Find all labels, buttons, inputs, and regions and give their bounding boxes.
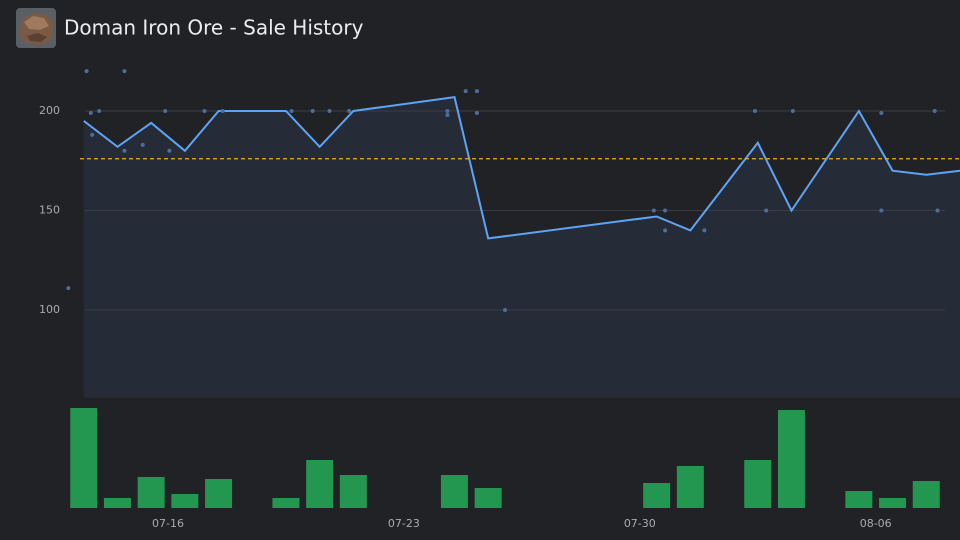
volume-bar [879,498,907,508]
sale-point [84,69,89,74]
x-tick-label: 08-06 [860,517,892,530]
sale-point [932,108,937,113]
sale-point [879,110,884,115]
volume-bar [676,466,704,508]
sale-point [88,110,93,115]
x-tick-label: 07-30 [624,517,656,530]
volume-bar [474,488,502,508]
volume-bar [777,410,805,508]
item-icon [16,8,56,48]
y-tick-label: 150 [39,204,60,217]
sale-point [202,108,207,113]
sale-point [167,148,172,153]
volume-bar [440,475,468,508]
volume-bar [306,460,334,508]
sale-point [445,112,450,117]
volume-bar [339,475,367,508]
sale-point [663,228,668,233]
sale-point [764,208,769,213]
volume-bar [103,498,131,508]
volume-bar [137,477,165,508]
sale-point [663,208,668,213]
sale-point [752,108,757,113]
volume-bar [744,460,772,508]
volume-bar [70,408,98,508]
volume-bar [272,498,300,508]
volume-bar [912,481,940,508]
sale-point [310,108,315,113]
sale-point [879,208,884,213]
sale-point [474,89,479,94]
sale-point [445,108,450,113]
sale-point [140,142,145,147]
sale-point [790,108,795,113]
y-tick-label: 200 [39,104,60,117]
volume-bar [171,494,199,508]
sale-point [220,108,225,113]
sale-point [327,108,332,113]
sale-point [463,89,468,94]
sale-point [122,69,127,74]
sale-point [935,208,940,213]
sale-point [122,148,127,153]
x-tick-label: 07-23 [388,517,420,530]
sale-point [474,110,479,115]
x-tick-label: 07-16 [152,517,184,530]
price-line [83,95,960,240]
sale-point [651,208,656,213]
volume-bar [205,479,233,508]
sale-point [97,108,102,113]
sale-point [702,228,707,233]
sale-point [163,108,168,113]
volume-bar [845,491,873,508]
sale-point [289,108,294,113]
sale-point [90,132,95,137]
y-tick-label: 100 [39,303,60,316]
sale-point [347,108,352,113]
title: Doman Iron Ore - Sale History [64,16,364,40]
sale-point [66,286,71,291]
sale-point [503,308,507,313]
volume-bar [643,483,671,508]
price-area [83,97,960,398]
